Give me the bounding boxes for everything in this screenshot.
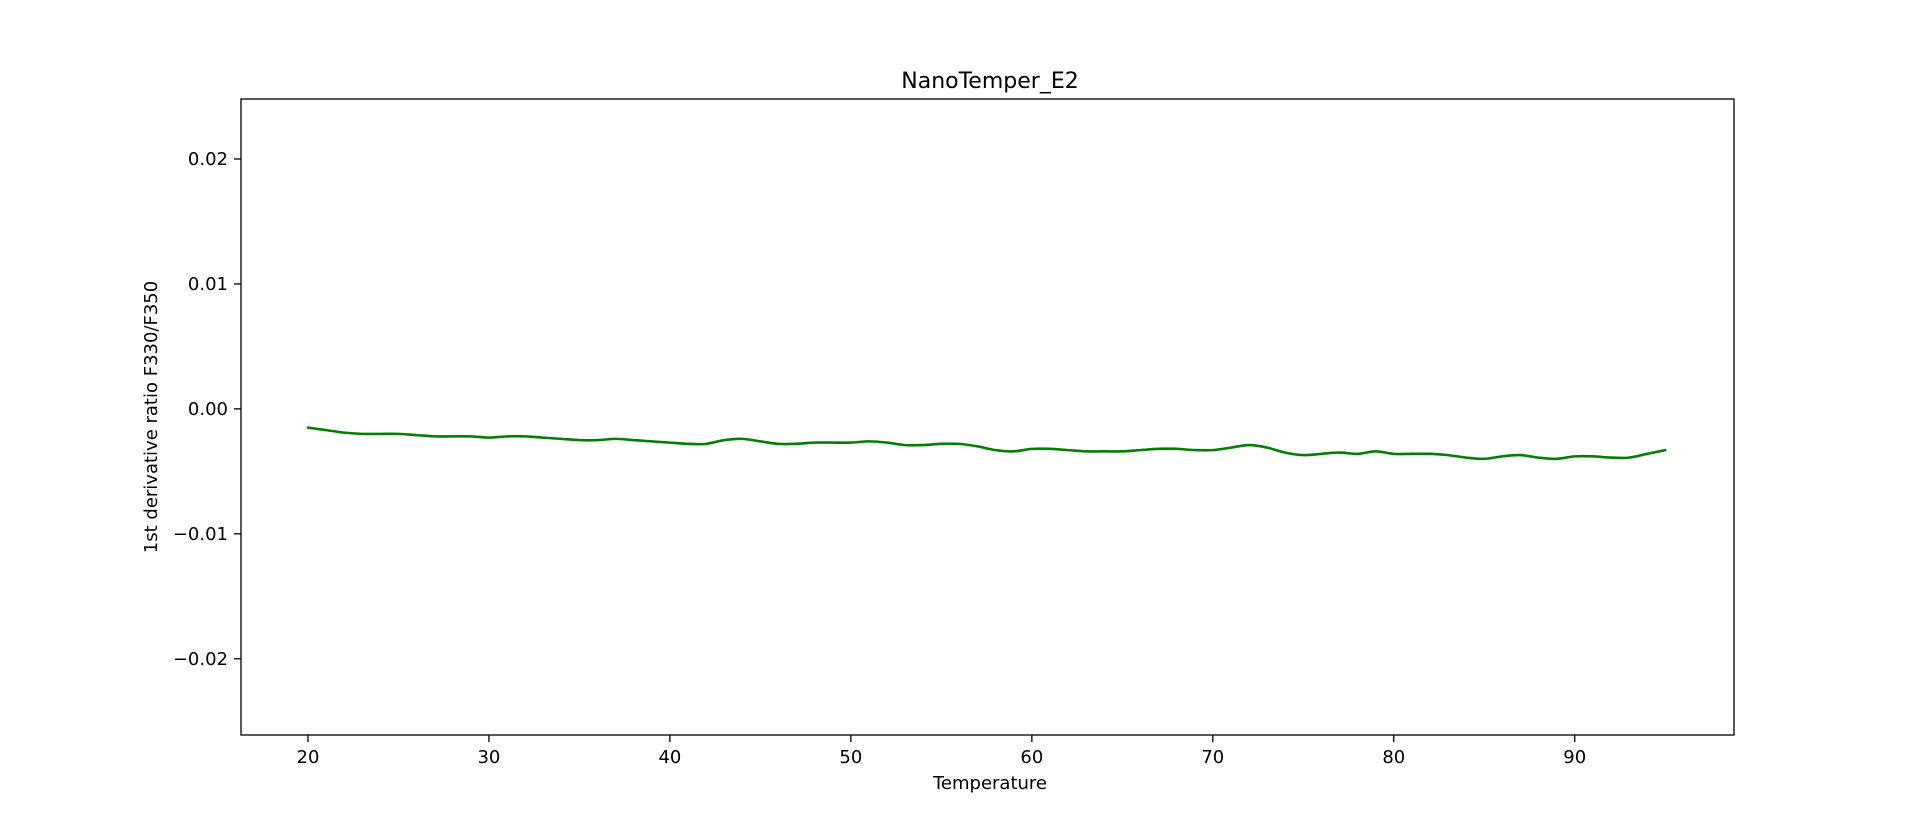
chart-title: NanoTemper_E2 xyxy=(901,69,1078,94)
x-tick-label: 20 xyxy=(297,747,320,768)
series-line xyxy=(306,426,1667,461)
y-tick-label: 0.02 xyxy=(188,149,228,170)
y-tick-label: 0.00 xyxy=(188,399,228,420)
x-axis-ticks: 20 30 40 50 60 70 80 90 xyxy=(297,735,1586,768)
x-tick-label: 70 xyxy=(1201,747,1224,768)
y-axis-ticks: 0.02 0.01 0.00 −0.01 −0.02 xyxy=(173,149,241,670)
y-tick-label: −0.01 xyxy=(173,524,228,545)
x-axis-title: Temperature xyxy=(932,773,1047,794)
y-tick-label: 0.01 xyxy=(188,274,228,295)
y-axis-title: 1st derivative ratio F330/F350 xyxy=(141,281,162,553)
x-tick-label: 30 xyxy=(477,747,500,768)
x-tick-label: 80 xyxy=(1382,747,1405,768)
y-tick-label: −0.02 xyxy=(173,649,228,670)
series-layer xyxy=(306,426,1667,461)
x-tick-label: 50 xyxy=(839,747,862,768)
plot-area-frame xyxy=(240,98,1735,736)
x-tick-label: 90 xyxy=(1563,747,1586,768)
x-tick-label: 60 xyxy=(1020,747,1043,768)
x-tick-label: 40 xyxy=(658,747,681,768)
